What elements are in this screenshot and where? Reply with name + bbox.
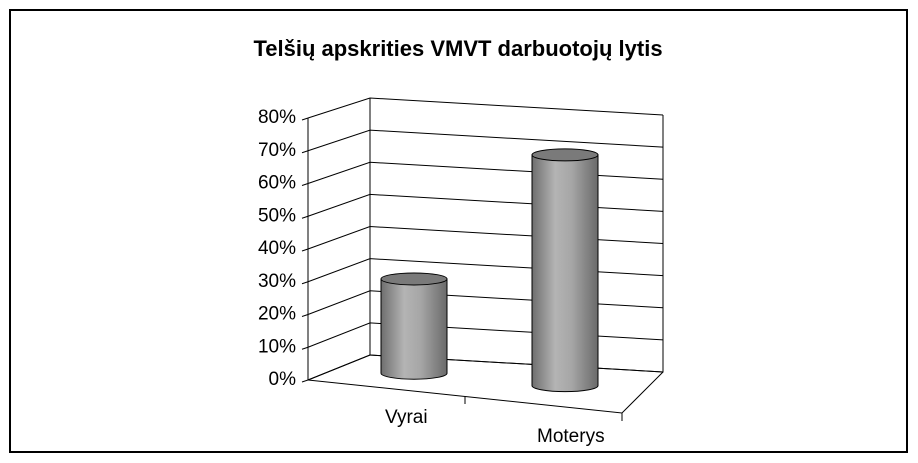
tick-mark: [301, 183, 309, 186]
tick-mark: [301, 150, 309, 154]
y-tick-label: 60%: [258, 173, 296, 194]
chart-border: [9, 9, 908, 453]
y-tick-label: 50%: [258, 205, 296, 226]
tick-mark: [301, 314, 309, 317]
y-tick-label: 10%: [258, 336, 296, 357]
tick-mark: [301, 248, 309, 252]
grid-line: [307, 129, 664, 152]
grid-line: [307, 97, 664, 119]
y-tick-label: 80%: [258, 107, 296, 128]
y-tick-label: 30%: [258, 271, 296, 292]
tick-mark: [301, 281, 309, 285]
x-tick-label: Moterys: [537, 426, 605, 447]
tick-mark: [301, 379, 309, 383]
chart-title: Telšių apskrities VMVT darbuotojų lytis: [253, 36, 662, 61]
tick-mark: [301, 117, 309, 121]
y-tick-label: 70%: [258, 140, 296, 161]
y-tick-label: 40%: [258, 238, 296, 259]
bar-top: [380, 272, 448, 286]
bar: [380, 278, 448, 380]
tick-mark: [301, 215, 309, 219]
y-tick-label: 20%: [258, 304, 296, 325]
y-tick-label: 0%: [269, 369, 297, 390]
tick-mark: [301, 346, 309, 350]
bar: [531, 154, 599, 393]
bar-top: [531, 148, 599, 162]
x-tick-label: Vyrai: [385, 407, 428, 428]
